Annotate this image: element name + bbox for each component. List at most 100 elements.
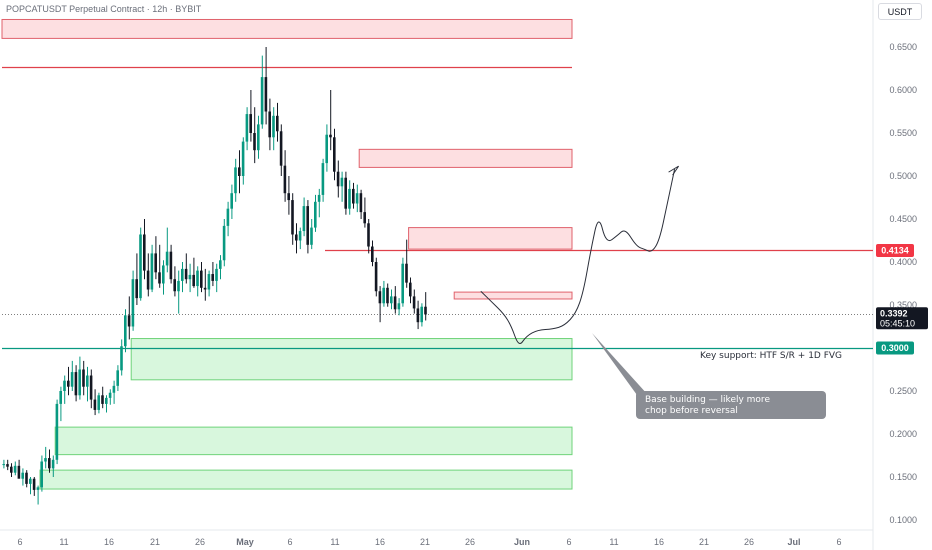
candle-body [154, 253, 157, 273]
candle-body [192, 274, 195, 287]
support-price-text: 0.3000 [881, 343, 909, 353]
candle-body [355, 193, 359, 204]
candle-body [298, 231, 302, 241]
candle-body [245, 114, 249, 142]
price-axis[interactable]: 0.6500 0.6000 0.5500 0.5000 0.4500 0.4000 0.35… [889, 42, 917, 525]
candle-body [78, 369, 81, 396]
time-tick-label: 26 [465, 537, 475, 547]
candle-body [25, 472, 28, 484]
candle-body [86, 375, 89, 387]
price-tick-label: 0.2500 [889, 386, 917, 396]
candle-body [386, 287, 389, 304]
candle-body [135, 279, 138, 299]
price-tick-label: 0.1500 [889, 472, 917, 482]
last-price-text: 0.3392 [880, 308, 908, 318]
candle-body [21, 472, 24, 479]
price-tick-label: 0.2000 [889, 429, 917, 439]
candle-body [10, 466, 13, 473]
time-tick-label: 6 [836, 537, 841, 547]
candle-body [181, 268, 184, 281]
candle-body [260, 77, 264, 125]
candle-body [325, 134, 328, 164]
last-price-label: 0.3392 05:45:10 [876, 307, 928, 330]
currency-button[interactable]: USDT [878, 3, 922, 20]
candle-body [371, 246, 374, 262]
symbol-title: POPCATUSDT Perpetual Contract · 12h · BY… [6, 4, 202, 14]
candle-body [352, 188, 355, 204]
candle-body [291, 200, 294, 235]
candle-body [131, 279, 135, 327]
candle-body [279, 131, 283, 166]
candle-body [173, 279, 176, 292]
candle-body [321, 163, 325, 195]
candle-body [306, 206, 309, 245]
candle-body [226, 208, 230, 226]
candle-body [67, 380, 70, 387]
candle-body [146, 270, 150, 290]
callout-line-1: Base building — likely more [645, 395, 770, 405]
candle-body [200, 270, 203, 288]
time-tick-label: Jun [514, 537, 530, 547]
candle-body [416, 308, 420, 323]
candle-body [249, 114, 252, 133]
candle-body [143, 234, 146, 271]
price-tick-label: 0.1000 [889, 515, 917, 525]
candle-body [82, 369, 85, 387]
price-tick-label: 0.4500 [889, 214, 917, 224]
candle-body [207, 274, 211, 290]
candle-body [302, 206, 306, 232]
candle-body [393, 296, 397, 310]
callout-box [636, 391, 826, 419]
candle-body [314, 201, 317, 228]
candle-body [116, 370, 119, 386]
support-annotation: Key support: HTF S/R + 1D FVG [700, 351, 842, 361]
candle-body [359, 193, 363, 213]
candle-body [272, 115, 275, 138]
candle-body [317, 194, 321, 202]
candle-body [70, 372, 74, 387]
candle-body [344, 177, 347, 209]
candle-body [230, 193, 233, 209]
candle-body [196, 270, 199, 287]
candle-body [105, 397, 108, 404]
resistance-price-text: 0.4134 [881, 245, 909, 255]
candle-body [162, 265, 165, 284]
candle-body [238, 167, 241, 176]
price-tick-label: 0.4000 [889, 257, 917, 267]
candle-body [424, 306, 427, 315]
candle-body [333, 137, 336, 172]
time-tick-label: 21 [420, 537, 430, 547]
candle-body [405, 263, 408, 283]
time-tick-label: 6 [566, 537, 571, 547]
price-tick-label: 0.6000 [889, 85, 917, 95]
candle-body [13, 465, 17, 473]
candle-body [367, 223, 370, 247]
projection-arrowhead [668, 165, 680, 176]
time-tick-label: 21 [150, 537, 160, 547]
candle-body [397, 303, 401, 310]
zones-layer [1, 18, 573, 490]
candle-body [74, 372, 78, 396]
time-tick-label: 26 [195, 537, 205, 547]
levels-layer [2, 66, 873, 350]
candle-body [55, 403, 59, 460]
callout-line-2: chop before reversal [645, 406, 738, 416]
candle-body [150, 253, 154, 290]
time-tick-label: 16 [375, 537, 385, 547]
candle-body [112, 385, 116, 393]
time-tick-label: 11 [609, 537, 618, 547]
time-axis[interactable]: 6 11 16 21 26 May 6 11 16 21 26 Jun 6 11 16 21 26 Jul 6 [17, 537, 841, 547]
candle-body [241, 141, 245, 176]
candle-body [295, 234, 298, 241]
candle-body [211, 274, 214, 281]
time-tick-label: 11 [59, 537, 68, 547]
candle-body [169, 251, 173, 280]
candle-body [32, 478, 36, 490]
time-tick-label: 11 [330, 537, 339, 547]
candle-body [89, 375, 93, 400]
supply-zone-3 [453, 291, 573, 300]
candle-body [234, 167, 237, 194]
countdown-text: 05:45:10 [880, 318, 915, 328]
candle-body [48, 458, 51, 469]
